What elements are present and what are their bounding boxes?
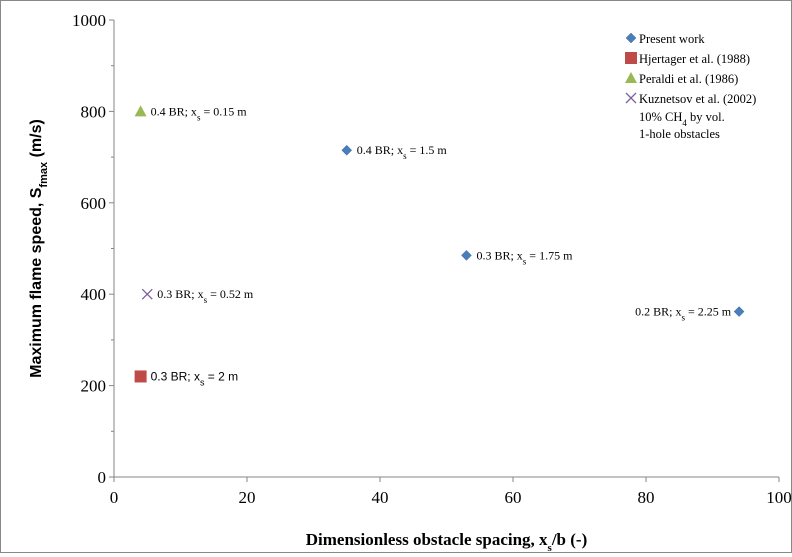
y-tick-label: 200: [81, 377, 107, 396]
y-tick-label: 400: [81, 285, 107, 304]
annotation-text: 1-hole obstacles: [639, 127, 720, 141]
x-tick-label: 80: [638, 488, 655, 507]
data-marks: [134, 105, 745, 383]
data-point-triangle: [134, 105, 147, 117]
data-point-triangle: [625, 72, 637, 83]
data-point-diamond: [733, 306, 745, 317]
annotations: 10% CH4 by vol.1-hole obstacles: [639, 110, 725, 141]
x-axis-title: Dimensionless obstacle spacing, xs/b (-): [306, 530, 588, 552]
legend-item-label: Present work: [639, 32, 705, 46]
data-point-x-stroke: [625, 92, 637, 104]
axes: [113, 20, 779, 478]
point-label: 0.3 BR; xs = 1.75 m: [476, 248, 573, 266]
x-tick-label: 0: [110, 488, 119, 507]
y-tick-label: 600: [81, 194, 107, 213]
x-tick-label: 40: [372, 488, 389, 507]
legend-item-label: Hjertager et al. (1988): [639, 52, 750, 66]
legend-item-label: Peraldi et al. (1986): [639, 72, 738, 86]
y-axis-title: Maximum flame speed, Sfmax (m/s): [28, 119, 50, 378]
y-tick-label: 1000: [72, 11, 106, 30]
data-point-x-stroke: [141, 288, 153, 300]
data-point-diamond: [461, 250, 472, 261]
point-label: 0.3 BR; xs = 2 m: [151, 369, 239, 387]
data-point-square: [134, 370, 147, 383]
point-label: 0.2 BR; xs = 2.25 m: [635, 305, 732, 323]
data-point-x: [141, 288, 153, 300]
point-label: 0.4 BR; xs = 1.5 m: [357, 143, 448, 161]
data-point-diamond: [341, 144, 353, 156]
point-label: 0.3 BR; xs = 0.52 m: [157, 287, 254, 305]
data-point-x: [625, 92, 637, 104]
point-labels: 0.4 BR; xs = 1.5 m 0.3 BR; xs = 1.75 m 0.2…: [151, 104, 732, 387]
y-tick-label: 0: [98, 468, 107, 487]
point-label: 0.4 BR; xs = 0.15 m: [151, 104, 248, 122]
x-tick-label: 20: [239, 488, 256, 507]
y-tick-label: 800: [81, 102, 107, 121]
x-tick-label: 100: [766, 488, 791, 507]
data-point-square: [625, 52, 637, 64]
annotation-text: 10% CH4 by vol.: [639, 110, 725, 128]
data-point-diamond: [625, 32, 637, 44]
legend: Present work Hjertager et al. (1988) Peral…: [625, 32, 756, 106]
x-tick-label: 60: [505, 488, 522, 507]
legend-item-label: Kuznetsov et al. (2002): [639, 92, 756, 106]
